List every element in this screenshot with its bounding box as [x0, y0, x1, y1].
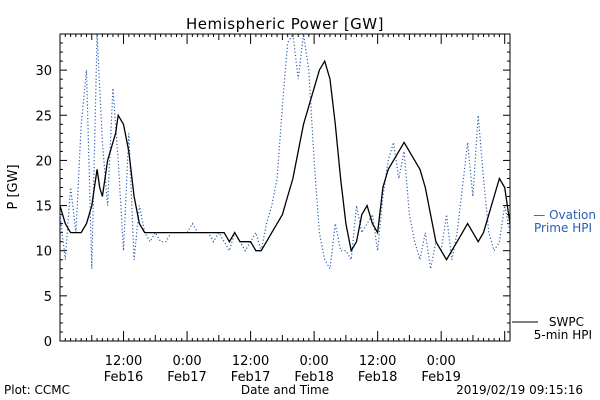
- x-tick-sublabel: Feb17: [231, 370, 271, 385]
- y-tick-label: 20: [35, 154, 52, 169]
- x-tick-sublabel: Feb18: [358, 370, 398, 385]
- legend-swpc-line2: 5-min HPI: [534, 328, 592, 342]
- y-tick-label: 30: [35, 64, 52, 79]
- legend-ovation-line1: — Ovation: [533, 208, 596, 222]
- x-axis: 12:00Feb160:00Feb1712:00Feb170:00Feb1812…: [59, 34, 511, 385]
- x-tick-label: 12:00: [232, 354, 269, 369]
- legend-ovation-line2: Prime HPI: [534, 221, 592, 235]
- y-tick-label: 15: [35, 200, 52, 215]
- y-axis: 0 5 10 15 20 25 30: [35, 33, 510, 350]
- plot-credit: Plot: CCMC: [4, 383, 70, 397]
- chart-title: Hemispheric Power [GW]: [186, 15, 384, 33]
- y-tick-label: 25: [35, 109, 52, 124]
- x-tick-label: 0:00: [172, 354, 201, 369]
- series-layer: [59, 32, 511, 271]
- x-tick-label: 12:00: [105, 354, 142, 369]
- x-tick-label: 0:00: [427, 354, 456, 369]
- x-tick-sublabel: Feb19: [421, 370, 461, 385]
- plot-timestamp: 2019/02/19 09:15:16: [456, 383, 583, 397]
- y-tick-label: 5: [44, 290, 52, 305]
- series-ovation-line: [59, 32, 511, 271]
- x-tick-sublabel: Feb18: [294, 370, 334, 385]
- x-tick-sublabel: Feb17: [167, 370, 207, 385]
- x-tick-label: 12:00: [359, 354, 396, 369]
- x-tick-sublabel: Feb16: [104, 370, 144, 385]
- y-axis-label: P [GW]: [6, 164, 21, 209]
- plot-frame: [59, 33, 511, 342]
- x-axis-label: Date and Time: [241, 383, 329, 397]
- legend-swpc-line1: SWPC: [549, 315, 584, 329]
- x-tick-label: 0:00: [300, 354, 329, 369]
- series-swpc-line: [59, 59, 511, 261]
- y-tick-label: 10: [35, 245, 52, 260]
- y-tick-label: 0: [44, 335, 52, 350]
